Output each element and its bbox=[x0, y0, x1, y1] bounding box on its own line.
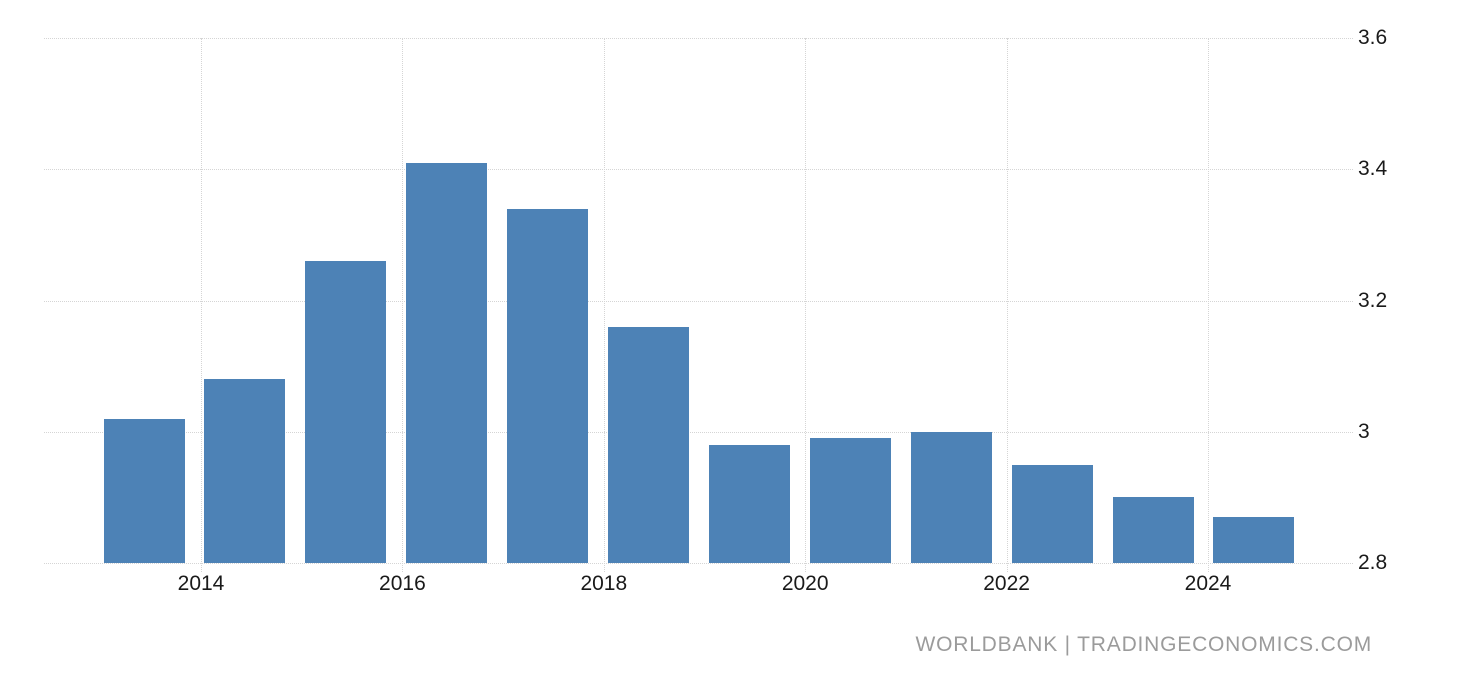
watermark: WORLDBANK | TRADINGECONOMICS.COM bbox=[915, 633, 1372, 656]
v-gridline-2020 bbox=[805, 38, 807, 572]
bar-2021[interactable] bbox=[910, 431, 992, 563]
h-gridline-3.6 bbox=[44, 38, 1353, 39]
y-tick-label: 3.4 bbox=[1358, 157, 1388, 181]
bar-2019[interactable] bbox=[708, 444, 790, 563]
h-gridline-3.4 bbox=[44, 169, 1353, 171]
x-tick-label: 2020 bbox=[781, 572, 829, 595]
x-tick-label: 2018 bbox=[580, 572, 628, 595]
bar-2016[interactable] bbox=[406, 162, 488, 563]
y-tick-label: 3.2 bbox=[1358, 288, 1388, 312]
v-gridline-2024 bbox=[1208, 38, 1209, 572]
x-tick-label: 2022 bbox=[983, 572, 1030, 595]
x-tick-label: 2014 bbox=[177, 572, 225, 595]
bar-2015[interactable] bbox=[305, 261, 387, 563]
bar-2017[interactable] bbox=[507, 208, 589, 563]
bar-2013[interactable] bbox=[103, 418, 185, 563]
v-gridline-2014 bbox=[201, 38, 202, 572]
h-gridline-3.2 bbox=[44, 300, 1353, 302]
x-tick-label: 2016 bbox=[379, 572, 426, 595]
h-gridline-3 bbox=[44, 431, 1353, 433]
bar-2018[interactable] bbox=[608, 326, 689, 563]
v-gridline-2022 bbox=[1006, 38, 1008, 572]
y-tick-label: 2.8 bbox=[1358, 551, 1388, 574]
bar-2020[interactable] bbox=[809, 438, 891, 563]
y-tick-label: 3.6 bbox=[1358, 26, 1388, 49]
v-gridline-2016 bbox=[402, 38, 404, 572]
h-gridline-2.8 bbox=[44, 563, 1353, 564]
bar-2022[interactable] bbox=[1011, 464, 1093, 563]
v-gridline-2018 bbox=[603, 38, 605, 572]
bar-2024[interactable] bbox=[1213, 517, 1295, 563]
bar-2014[interactable] bbox=[204, 379, 286, 563]
y-tick-label: 3 bbox=[1358, 419, 1370, 443]
bar-2023[interactable] bbox=[1112, 497, 1194, 563]
x-tick-label: 2024 bbox=[1184, 572, 1232, 595]
